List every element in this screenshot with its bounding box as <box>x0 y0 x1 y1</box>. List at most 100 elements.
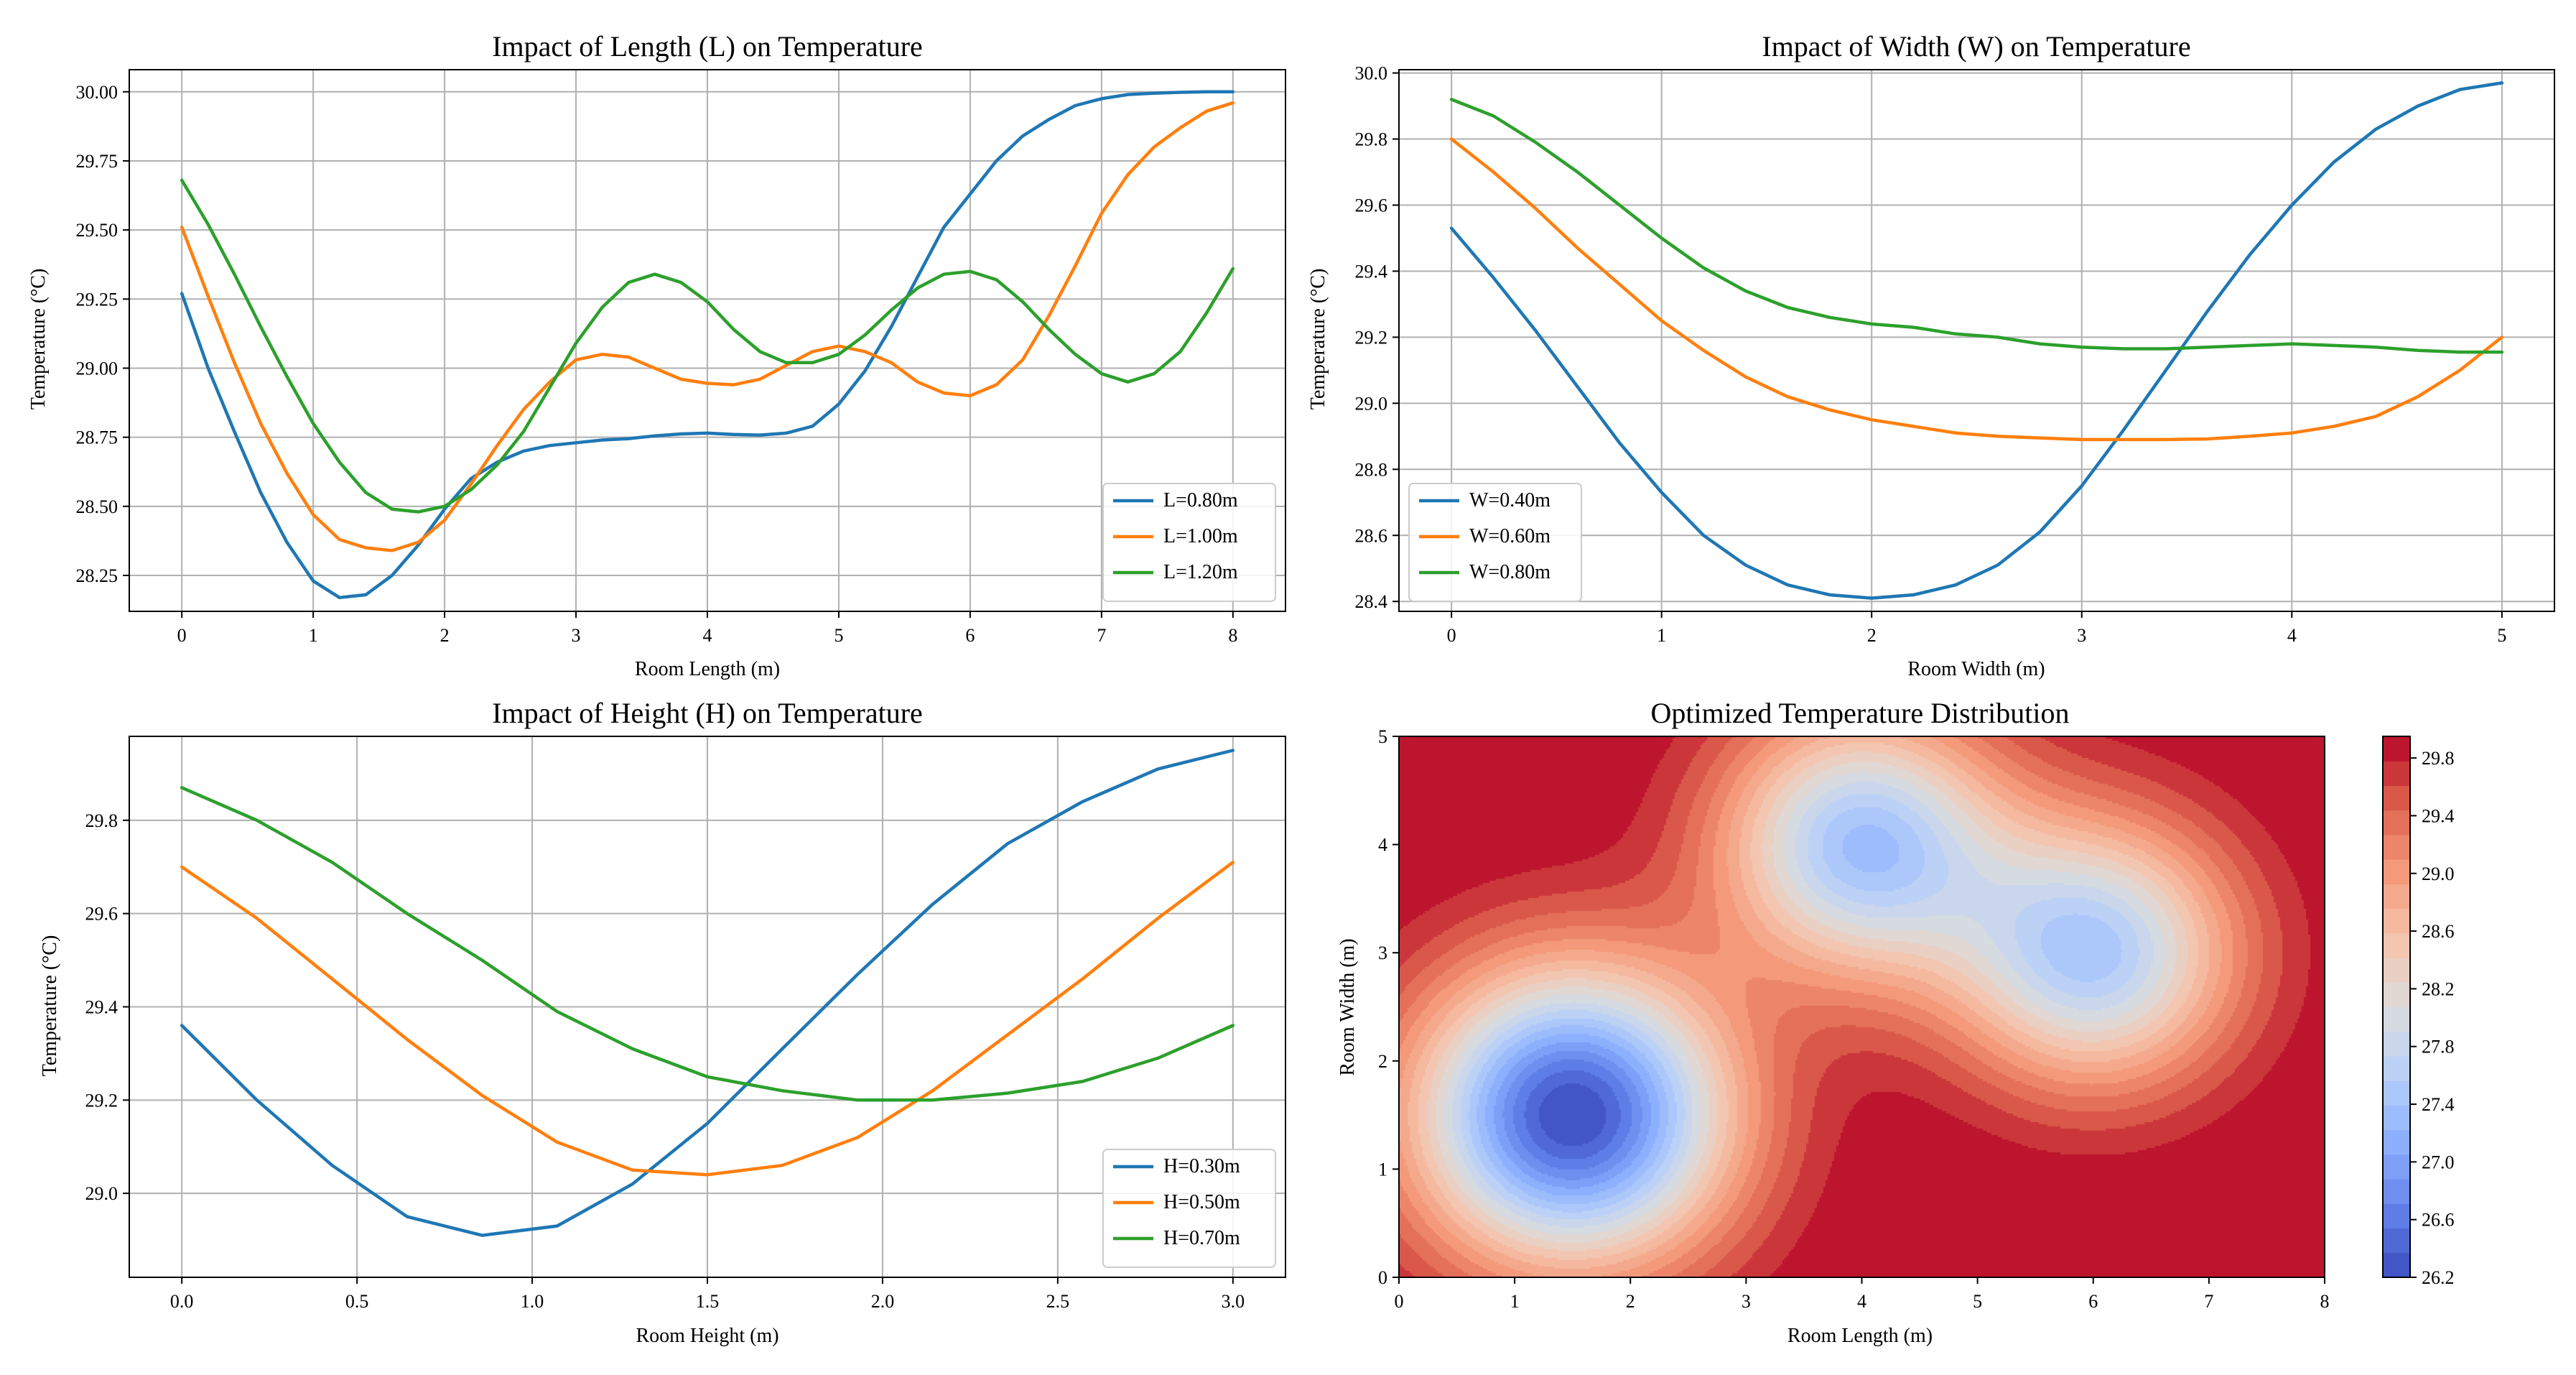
x-tick-label: 0 <box>1395 1291 1404 1312</box>
colorbar-band <box>2383 1179 2410 1204</box>
x-tick-label: 7 <box>2204 1291 2213 1312</box>
x-tick-label: 1 <box>1510 1291 1520 1312</box>
y-tick-label: 4 <box>1378 835 1387 856</box>
x-tick-label: 5 <box>834 625 843 646</box>
x-tick-label: 4 <box>1857 1291 1866 1312</box>
legend-label: L=1.20m <box>1163 561 1238 583</box>
x-tick-label: 4 <box>703 625 712 646</box>
series-line-W=0.60m <box>1449 137 2504 442</box>
legend-label: H=0.50m <box>1163 1191 1240 1213</box>
x-tick-label: 0.5 <box>345 1291 369 1312</box>
series-line-W=0.40m <box>1449 81 2504 600</box>
colorbar: 26.2 26.6 27.0 27.4 27.8 28.2 28.6 29.0 29.4 29.8 <box>2382 736 2455 1288</box>
y-tick-label: 29.2 <box>85 1090 118 1111</box>
y-axis-label: Room Width (m) <box>1336 938 1359 1075</box>
colorbar-band <box>2383 1006 2410 1032</box>
x-axis-label: Room Length (m) <box>635 658 780 680</box>
legend: W=0.40m W=0.60m W=0.80m <box>1408 483 1582 602</box>
legend-label: W=0.60m <box>1469 525 1550 547</box>
x-tick-label: 8 <box>2320 1291 2330 1312</box>
x-tick-label: 3.0 <box>1222 1291 1245 1312</box>
y-tick-label: 28.6 <box>1355 525 1388 546</box>
y-tick-label: 29.25 <box>76 289 118 310</box>
x-tick-label: 4 <box>2287 625 2297 646</box>
chart-title: Impact of Width (W) on Temperature <box>1762 30 2190 62</box>
colorbar-band <box>2383 884 2410 909</box>
y-axis-label: Temperature (°C) <box>1307 269 1329 410</box>
legend-label: L=0.80m <box>1163 489 1238 511</box>
y-tick-label: 29.00 <box>76 358 118 379</box>
colorbar-band <box>2383 761 2410 787</box>
legend: H=0.30m H=0.50m H=0.70m <box>1102 1149 1276 1268</box>
heatmap-canvas <box>1399 736 2325 1277</box>
legend-label: W=0.80m <box>1469 561 1550 583</box>
colorbar-band <box>2383 932 2410 958</box>
x-tick-label: 2.0 <box>871 1291 895 1312</box>
x-tick-label: 1 <box>1657 625 1666 646</box>
colorbar-band <box>2383 1055 2410 1081</box>
colorbar-tick-label: 27.0 <box>2422 1152 2455 1172</box>
colorbar-band <box>2383 1031 2410 1057</box>
y-tick-label: 3 <box>1378 943 1387 963</box>
colorbar-band <box>2383 1080 2410 1106</box>
y-tick-label: 29.50 <box>76 220 118 241</box>
y-tick-label: 29.8 <box>1355 129 1388 150</box>
x-tick-label: 2.5 <box>1046 1291 1070 1312</box>
y-tick-label: 29.6 <box>1355 195 1388 216</box>
y-tick-label: 28.4 <box>1355 591 1388 612</box>
colorbar-band <box>2383 1252 2410 1278</box>
colorbar-band <box>2383 958 2410 983</box>
y-tick-label: 29.2 <box>1355 327 1388 348</box>
x-tick-label: 3 <box>1742 1291 1751 1312</box>
y-tick-label: 28.75 <box>76 427 118 448</box>
x-tick-label: 0 <box>177 625 187 646</box>
x-tick-label: 3 <box>572 625 581 646</box>
chart-title: Optimized Temperature Distribution <box>1651 697 2070 729</box>
y-tick-label: 30.0 <box>1355 63 1388 84</box>
x-tick-label: 1 <box>309 625 318 646</box>
x-axis-label: Room Length (m) <box>1787 1325 1933 1347</box>
x-axis-label: Room Height (m) <box>636 1325 778 1347</box>
colorbar-tick-label: 26.2 <box>2422 1267 2455 1288</box>
colorbar-band <box>2383 1105 2410 1131</box>
y-tick-label: 2 <box>1378 1051 1387 1072</box>
y-tick-label: 30.00 <box>76 82 118 103</box>
x-tick-label: 6 <box>2088 1291 2098 1312</box>
colorbar-band <box>2383 908 2410 934</box>
x-axis-label: Room Width (m) <box>1907 658 2045 680</box>
chart-title: Impact of Height (H) on Temperature <box>492 697 923 729</box>
x-tick-label: 2 <box>1626 1291 1635 1312</box>
colorbar-band <box>2383 1129 2410 1155</box>
series-line-W=0.80m <box>1449 98 2504 354</box>
x-tick-label: 3 <box>2077 625 2086 646</box>
colorbar-band <box>2383 1154 2410 1180</box>
y-tick-label: 29.4 <box>1355 261 1388 282</box>
y-tick-label: 29.6 <box>85 904 118 925</box>
colorbar-tick-label: 29.8 <box>2422 748 2455 769</box>
colorbar-tick-label: 26.6 <box>2422 1210 2455 1231</box>
series-line-H=0.50m <box>180 861 1235 1177</box>
y-tick-label: 29.0 <box>85 1183 118 1204</box>
colorbar-band <box>2383 1203 2410 1229</box>
series-line-L=1.20m <box>180 178 1235 514</box>
y-tick-label: 29.75 <box>76 151 118 172</box>
x-tick-label: 0 <box>1447 625 1456 646</box>
legend-label: L=1.00m <box>1163 525 1238 547</box>
x-tick-label: 5 <box>2497 625 2506 646</box>
series-line-L=1.00m <box>180 101 1235 552</box>
legend-label: H=0.30m <box>1163 1155 1240 1177</box>
colorbar-tick-label: 28.6 <box>2422 921 2455 942</box>
y-tick-label: 1 <box>1378 1159 1387 1180</box>
series-line-L=0.80m <box>180 90 1235 600</box>
colorbar-band <box>2383 785 2410 811</box>
plot-frame <box>1398 69 2555 612</box>
colorbar-tick-label: 29.4 <box>2422 805 2455 826</box>
y-tick-label: 29.8 <box>85 810 118 831</box>
x-tick-label: 6 <box>965 625 975 646</box>
series-line-H=0.30m <box>180 749 1235 1237</box>
colorbar-tick-label: 27.8 <box>2422 1037 2455 1057</box>
colorbar-band <box>2383 859 2410 884</box>
chart-title: Impact of Length (L) on Temperature <box>492 30 923 62</box>
y-tick-label: 28.25 <box>76 565 118 586</box>
colorbar-frame <box>2382 736 2411 1278</box>
